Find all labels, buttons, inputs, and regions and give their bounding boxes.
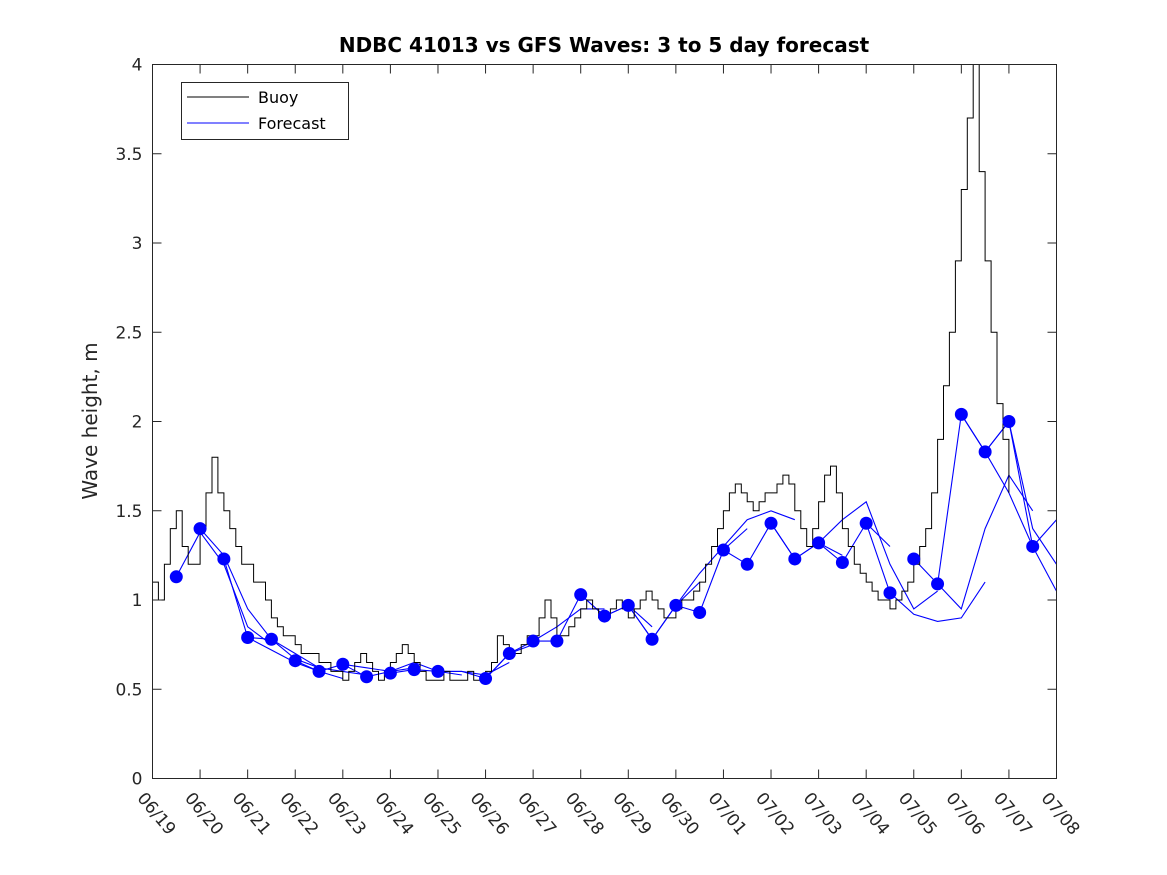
y-tick-label: 4 (132, 56, 143, 76)
legend-forecast-label: Forecast (258, 114, 326, 133)
forecast-point (288, 654, 302, 668)
forecast-point (883, 586, 897, 600)
forecast-point (502, 647, 516, 661)
x-tick-label: 07/01 (704, 789, 751, 839)
forecast-point (193, 522, 207, 536)
x-tick-label: 06/29 (608, 789, 655, 839)
x-tick-label: 06/28 (561, 789, 608, 839)
forecast-run-line (223, 558, 343, 680)
forecast-point (360, 670, 374, 684)
forecast-point (598, 609, 611, 623)
forecast-point (693, 605, 707, 619)
forecast-point (907, 552, 921, 566)
chart-title: NDBC 41013 vs GFS Waves: 3 to 5 day fore… (339, 33, 870, 57)
forecast-point (764, 516, 778, 530)
forecast-point (669, 598, 683, 612)
forecast-point (931, 577, 945, 591)
forecast-run-line (627, 528, 748, 641)
x-tick-label: 07/07 (989, 789, 1036, 839)
forecast-run-line (865, 523, 986, 622)
plot-area (152, 64, 1057, 686)
x-tick-label: 07/02 (751, 789, 798, 839)
forecast-point (312, 664, 326, 678)
forecast-point (241, 630, 255, 644)
x-tick-label: 07/05 (894, 789, 941, 839)
forecast-point (336, 657, 350, 671)
x-tick-label: 06/26 (466, 789, 513, 839)
forecast-point (550, 634, 564, 648)
forecast-point (1026, 539, 1040, 553)
x-tick-label: 06/30 (656, 789, 703, 839)
x-tick-label: 06/20 (180, 789, 227, 839)
legend-box (181, 82, 349, 140)
forecast-run-line (175, 531, 272, 646)
forecast-point (978, 445, 992, 459)
forecast-run-line (675, 510, 795, 606)
x-tick-label: 06/24 (371, 789, 418, 839)
x-tick-label: 07/04 (846, 789, 893, 839)
forecast-point (645, 632, 659, 646)
forecast-point (621, 598, 635, 612)
forecast-run-line (984, 420, 1057, 548)
forecast-point (407, 663, 421, 677)
forecast-point (812, 536, 826, 550)
x-axis-ticks: 06/19 06/20 06/21 06/22 06/23 06/24 06/25 06/26… (133, 64, 1084, 839)
forecast-markers (169, 407, 1040, 686)
forecast-run-line (818, 500, 938, 610)
x-tick-label: 06/19 (133, 789, 180, 839)
x-tick-label: 07/08 (1037, 789, 1084, 839)
y-tick-label: 1.5 (115, 502, 142, 522)
x-tick-label: 07/06 (942, 789, 989, 839)
x-tick-label: 06/23 (323, 789, 370, 839)
forecast-point (716, 543, 730, 557)
plot-frame (152, 64, 1057, 779)
forecast-point (526, 634, 540, 648)
y-tick-label: 2.5 (115, 323, 142, 343)
x-tick-label: 06/27 (513, 789, 560, 839)
y-tick-label: 3.5 (115, 145, 142, 165)
forecast-point (383, 666, 397, 680)
forecast-point (574, 588, 588, 602)
forecast-point (954, 407, 968, 421)
y-tick-label: 1 (132, 591, 143, 611)
x-tick-label: 06/21 (228, 789, 275, 839)
y-axis-label: Wave height, m (78, 342, 102, 499)
x-tick-label: 06/22 (275, 789, 322, 839)
forecast-point (169, 570, 183, 584)
forecast-point (479, 672, 493, 686)
buoy-series (152, 64, 1010, 681)
legend-buoy-label: Buoy (258, 88, 298, 107)
forecast-run-line (247, 636, 367, 676)
x-tick-label: 07/03 (799, 789, 846, 839)
forecast-point (835, 556, 849, 570)
y-tick-label: 0.5 (115, 680, 142, 700)
x-tick-label: 06/25 (418, 789, 465, 839)
forecast-point (859, 516, 873, 530)
y-tick-label: 2 (132, 413, 143, 433)
forecast-point (1002, 415, 1016, 428)
forecast-point (264, 632, 278, 646)
forecast-point (217, 552, 231, 566)
y-axis-ticks: 0 0.5 1 1.5 2 2.5 3 3.5 4 (115, 56, 1057, 790)
forecast-point (788, 552, 802, 566)
y-tick-label: 3 (132, 234, 143, 254)
y-tick-label: 0 (132, 770, 143, 790)
forecast-point (431, 664, 445, 678)
buoy-line (152, 64, 1010, 681)
legend: Buoy Forecast (181, 82, 349, 140)
forecast-point (740, 557, 754, 571)
